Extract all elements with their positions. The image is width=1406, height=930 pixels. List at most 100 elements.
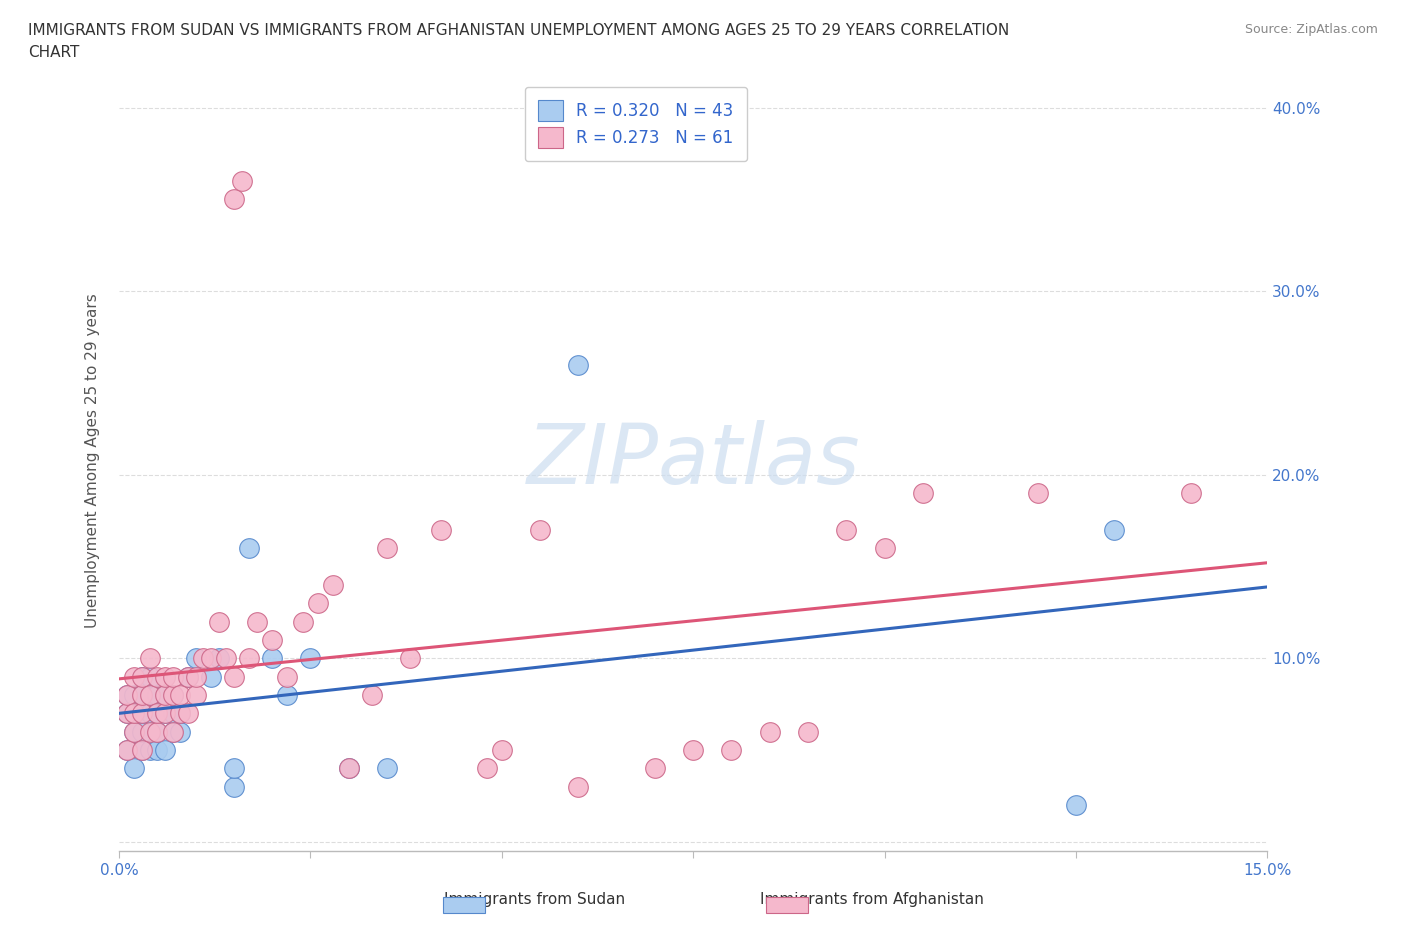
Text: Source: ZipAtlas.com: Source: ZipAtlas.com bbox=[1244, 23, 1378, 36]
Point bbox=[337, 761, 360, 776]
Text: CHART: CHART bbox=[28, 45, 80, 60]
Point bbox=[131, 724, 153, 739]
Point bbox=[138, 651, 160, 666]
Point bbox=[153, 687, 176, 702]
Point bbox=[360, 687, 382, 702]
Text: IMMIGRANTS FROM SUDAN VS IMMIGRANTS FROM AFGHANISTAN UNEMPLOYMENT AMONG AGES 25 : IMMIGRANTS FROM SUDAN VS IMMIGRANTS FROM… bbox=[28, 23, 1010, 38]
Point bbox=[200, 651, 222, 666]
Point bbox=[475, 761, 498, 776]
Point bbox=[162, 670, 184, 684]
Point bbox=[567, 779, 589, 794]
Point bbox=[138, 706, 160, 721]
Point bbox=[322, 578, 344, 592]
Point bbox=[529, 523, 551, 538]
Point bbox=[131, 670, 153, 684]
Text: Immigrants from Sudan: Immigrants from Sudan bbox=[444, 892, 624, 907]
Point bbox=[146, 670, 169, 684]
Point bbox=[146, 724, 169, 739]
Point bbox=[911, 485, 934, 500]
Point bbox=[873, 540, 896, 555]
Point bbox=[720, 742, 742, 757]
Point bbox=[138, 742, 160, 757]
Point bbox=[162, 687, 184, 702]
Point bbox=[177, 670, 200, 684]
Point bbox=[153, 687, 176, 702]
Legend: R = 0.320   N = 43, R = 0.273   N = 61: R = 0.320 N = 43, R = 0.273 N = 61 bbox=[524, 86, 747, 161]
Point bbox=[124, 724, 146, 739]
Point bbox=[246, 614, 269, 629]
Point bbox=[131, 687, 153, 702]
Point bbox=[138, 670, 160, 684]
Point bbox=[177, 706, 200, 721]
Point bbox=[200, 670, 222, 684]
Point bbox=[184, 670, 207, 684]
Y-axis label: Unemployment Among Ages 25 to 29 years: Unemployment Among Ages 25 to 29 years bbox=[86, 294, 100, 629]
Point bbox=[207, 651, 229, 666]
Point bbox=[222, 779, 245, 794]
Point bbox=[153, 670, 176, 684]
Point bbox=[124, 670, 146, 684]
Point bbox=[222, 192, 245, 206]
Point bbox=[124, 687, 146, 702]
Point bbox=[337, 761, 360, 776]
Point bbox=[138, 687, 160, 702]
Point bbox=[262, 651, 284, 666]
Point bbox=[162, 724, 184, 739]
Point bbox=[138, 724, 160, 739]
Point bbox=[276, 687, 298, 702]
Point bbox=[131, 670, 153, 684]
Point bbox=[429, 523, 451, 538]
Point bbox=[162, 706, 184, 721]
Point bbox=[758, 724, 780, 739]
Point bbox=[124, 706, 146, 721]
Point bbox=[491, 742, 513, 757]
Point bbox=[307, 596, 329, 611]
Point bbox=[682, 742, 704, 757]
Point bbox=[131, 706, 153, 721]
Point bbox=[146, 742, 169, 757]
Point bbox=[222, 761, 245, 776]
Text: Immigrants from Afghanistan: Immigrants from Afghanistan bbox=[759, 892, 984, 907]
Point bbox=[238, 651, 260, 666]
Point bbox=[644, 761, 666, 776]
Point bbox=[835, 523, 858, 538]
Point bbox=[231, 174, 253, 189]
Point bbox=[184, 687, 207, 702]
Point bbox=[375, 540, 398, 555]
Point bbox=[153, 742, 176, 757]
Point bbox=[169, 706, 191, 721]
Point bbox=[115, 706, 138, 721]
Point bbox=[162, 724, 184, 739]
Point bbox=[375, 761, 398, 776]
Point bbox=[124, 761, 146, 776]
Point bbox=[131, 706, 153, 721]
Point bbox=[207, 614, 229, 629]
Point bbox=[153, 706, 176, 721]
Point bbox=[567, 357, 589, 372]
Point bbox=[238, 540, 260, 555]
Point bbox=[399, 651, 422, 666]
Point bbox=[1180, 485, 1202, 500]
Point bbox=[146, 687, 169, 702]
Point bbox=[797, 724, 820, 739]
Point bbox=[276, 670, 298, 684]
Point bbox=[115, 742, 138, 757]
Point bbox=[169, 706, 191, 721]
Point bbox=[138, 687, 160, 702]
Point bbox=[169, 724, 191, 739]
Point bbox=[215, 651, 238, 666]
Point bbox=[1102, 523, 1125, 538]
Point bbox=[184, 651, 207, 666]
Point bbox=[169, 687, 191, 702]
Point bbox=[153, 706, 176, 721]
Text: ZIPatlas: ZIPatlas bbox=[526, 420, 860, 501]
Point bbox=[299, 651, 322, 666]
Point bbox=[291, 614, 314, 629]
Point bbox=[115, 742, 138, 757]
Point bbox=[131, 687, 153, 702]
Point bbox=[131, 742, 153, 757]
Point bbox=[146, 724, 169, 739]
Point bbox=[115, 706, 138, 721]
Point bbox=[177, 670, 200, 684]
Point bbox=[131, 742, 153, 757]
